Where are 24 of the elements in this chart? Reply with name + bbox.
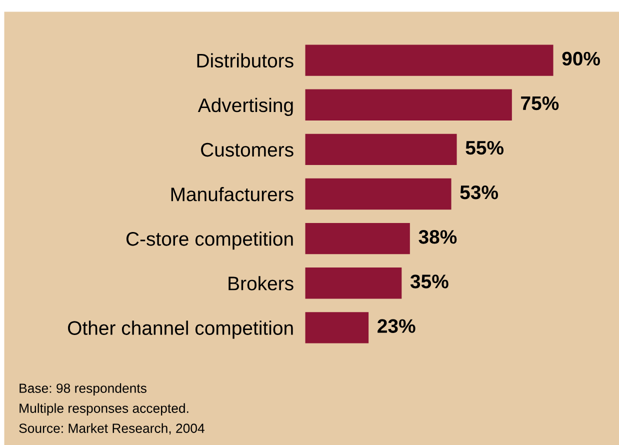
bar [305,268,402,299]
y-tick-label: Distributors [197,53,294,68]
y-tick-label: Other channel competition [68,320,293,339]
y-tick-label: Advertising [198,98,293,116]
data-label: 55% [466,140,504,155]
data-label: 35% [410,274,448,288]
data-label: 53% [460,185,498,200]
text: Base: 98 respondents [20,383,146,396]
text: Multiple responses accepted. [20,403,188,416]
bar [305,89,512,120]
y-tick-label: Brokers [228,276,294,290]
bar [305,222,410,254]
data-label: 75% [521,96,559,110]
source-note: Source: Market Research, 2004 [19,423,204,435]
y-tick-label: Manufacturers [171,186,294,202]
y-tick-label: C-store competition [126,232,293,250]
y-tick-label: Customers [201,142,294,157]
bar [305,134,457,166]
bar [305,312,369,344]
data-label: 23% [378,319,416,333]
bar [305,178,452,210]
data-label: 90% [562,52,600,66]
data-label: 38% [418,230,457,244]
bar [305,44,554,76]
